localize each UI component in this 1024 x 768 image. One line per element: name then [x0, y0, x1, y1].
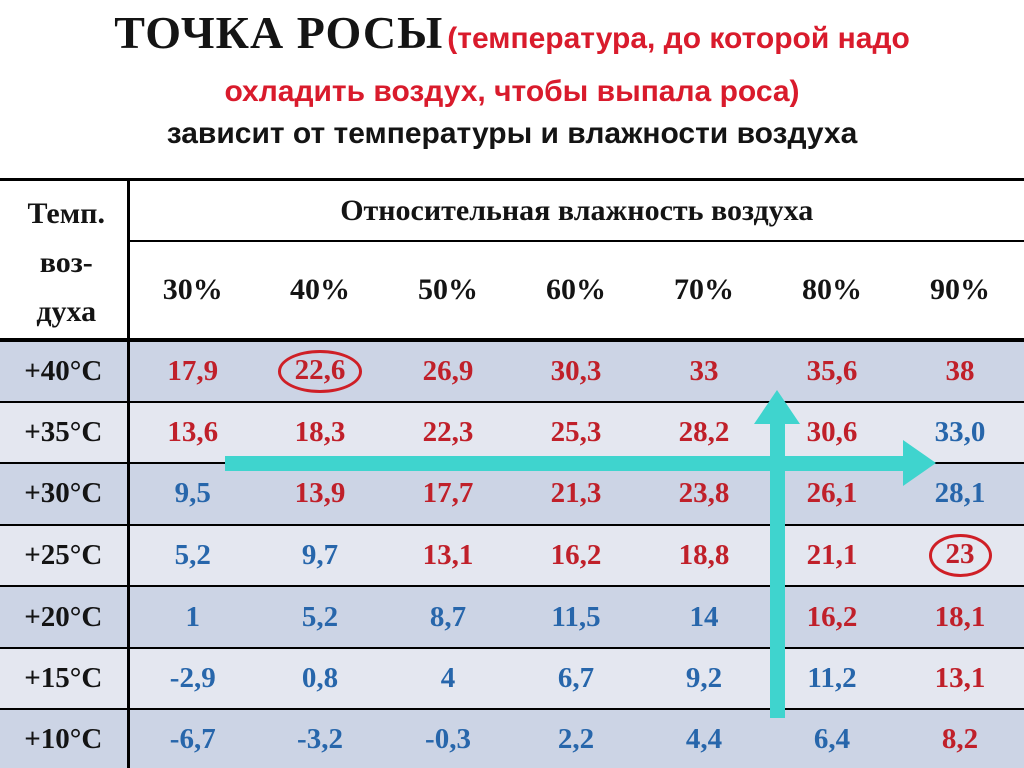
dew-point-value: 21,3: [512, 463, 640, 526]
dew-point-value: 14: [640, 586, 768, 649]
dew-point-value: 2,2: [557, 722, 595, 755]
humidity-title-row: Темп. воз- духа Относительная влажность …: [0, 179, 1024, 342]
row-temperature-label: +30°C: [0, 463, 130, 526]
dew-point-value: 23: [896, 524, 1024, 588]
page-title: ТОЧКА РОСЫ: [114, 7, 444, 58]
dew-point-value: 13,6: [128, 401, 256, 465]
humidity-percent-row: 30% 40% 50% 60% 70% 80% 90%: [0, 241, 1024, 342]
dew-point-value: 30,6: [768, 401, 896, 465]
dew-point-value: 6,4: [813, 722, 851, 755]
table-row: +35°C 13,6 18,3 22,3 25,3 28,2 30,6 33,0: [0, 401, 1024, 465]
title-line-1: ТОЧКА РОСЫ (температура, до которой надо: [0, 6, 1024, 71]
dew-point-value: 33: [640, 340, 768, 403]
dew-point-value: 22,3: [384, 401, 512, 465]
vertical-arrow-shaft: [770, 424, 785, 718]
humidity-col-header-50: 50%: [384, 241, 512, 342]
dew-point-value: 25,3: [512, 401, 640, 465]
dew-point-value: 11,2: [768, 647, 896, 711]
title-red-part-2: охладить воздух, чтобы выпала роса): [224, 75, 800, 108]
dew-point-value: 17,7: [384, 463, 512, 526]
dew-point-value: 8,2: [941, 722, 979, 755]
table-row: +15°C -2,9 0,8 4 6,7 9,2 11,2 13,1: [0, 647, 1024, 711]
dew-point-value: 21,1: [768, 524, 896, 588]
title-red-part-1: (температура, до которой надо: [447, 22, 910, 55]
corner-label-line: Темп.: [27, 197, 105, 230]
title-block: ТОЧКА РОСЫ (температура, до которой надо…: [0, 6, 1024, 155]
dew-point-value: 16,2: [512, 524, 640, 588]
dew-point-value: 38: [896, 340, 1024, 403]
dew-point-value: -3,2: [297, 722, 343, 755]
dew-point-value: 30,3: [512, 340, 640, 403]
humidity-col-header-90: 90%: [896, 241, 1024, 342]
dew-point-value: 11,5: [512, 586, 640, 649]
table-row: +25°C 5,2 9,7 13,1 16,2 18,8 21,1 23: [0, 524, 1024, 588]
red-circle-highlight: 22,6: [277, 349, 363, 393]
dew-point-value: 4,4: [685, 722, 723, 755]
dew-point-value: 22,6: [256, 340, 384, 403]
table-row: +40°C 17,9 22,6 26,9 30,3 33 35,6 38: [0, 340, 1024, 403]
dew-point-value: 9,5: [128, 463, 256, 526]
dew-point-value: 1: [128, 586, 256, 649]
row-temperature-label: +35°C: [0, 401, 130, 465]
dew-point-table: Темп. воз- духа Относительная влажность …: [0, 178, 1024, 768]
dew-point-value: 18,1: [896, 586, 1024, 649]
dew-point-value: -2,9: [128, 647, 256, 711]
dew-point-value: 18,8: [640, 524, 768, 588]
horizontal-arrow-head: [903, 440, 936, 486]
dew-point-value: 18,3: [256, 401, 384, 465]
corner-label-line: духа: [36, 295, 97, 328]
humidity-col-header-80: 80%: [768, 241, 896, 342]
dew-point-value: 13,9: [256, 463, 384, 526]
dew-point-value: 9,7: [256, 524, 384, 588]
humidity-col-header-70: 70%: [640, 241, 768, 342]
dew-point-table-body: +40°C 17,9 22,6 26,9 30,3 33 35,6 38 +35°C 13,6 18…: [0, 340, 1024, 768]
table-row: +10°C -6,7 -3,2 -0,3 2,2 4,4 6,4 8,2: [0, 709, 1024, 768]
horizontal-arrow-shaft: [225, 456, 905, 471]
humidity-axis-label: Относительная влажность воздуха: [128, 179, 1024, 243]
dew-point-value: 28,2: [640, 401, 768, 465]
row-temperature-label: +10°C: [0, 709, 130, 768]
dew-point-value: 17,9: [128, 340, 256, 403]
dew-point-value: 13,1: [384, 524, 512, 588]
dew-point-value: 0,8: [256, 647, 384, 711]
dew-point-value: -6,7: [169, 722, 216, 755]
vertical-arrow-head: [754, 390, 800, 424]
dew-point-value: 16,2: [768, 586, 896, 649]
dew-point-value: 4: [384, 647, 512, 711]
air-temperature-axis-label: Темп. воз- духа: [0, 179, 130, 342]
humidity-col-header-30: 30%: [128, 241, 256, 342]
dew-point-value: 5,2: [256, 586, 384, 649]
humidity-col-header-60: 60%: [512, 241, 640, 342]
row-temperature-label: +15°C: [0, 647, 130, 711]
dew-point-value: 13,1: [896, 647, 1024, 711]
table-row: +20°C 1 5,2 8,7 11,5 14 16,2 18,1: [0, 586, 1024, 649]
dew-point-value: 8,7: [384, 586, 512, 649]
row-temperature-label: +25°C: [0, 524, 130, 588]
row-temperature-label: +40°C: [0, 340, 130, 403]
dew-point-value: 5,2: [128, 524, 256, 588]
red-circle-highlight: 23: [928, 533, 992, 577]
dew-point-value: 9,2: [640, 647, 768, 711]
row-temperature-label: +20°C: [0, 586, 130, 649]
humidity-col-header-40: 40%: [256, 241, 384, 342]
table-row: +30°C 9,5 13,9 17,7 21,3 23,8 26,1 28,1: [0, 463, 1024, 526]
dew-point-value: 26,1: [768, 463, 896, 526]
title-subtitle: зависит от температуры и влажности возду…: [166, 117, 858, 150]
corner-label-line: воз-: [39, 246, 93, 279]
dew-point-value: 26,9: [384, 340, 512, 403]
dew-point-value: 6,7: [512, 647, 640, 711]
dew-point-value: 23,8: [640, 463, 768, 526]
dew-point-value: -0,3: [425, 722, 471, 755]
